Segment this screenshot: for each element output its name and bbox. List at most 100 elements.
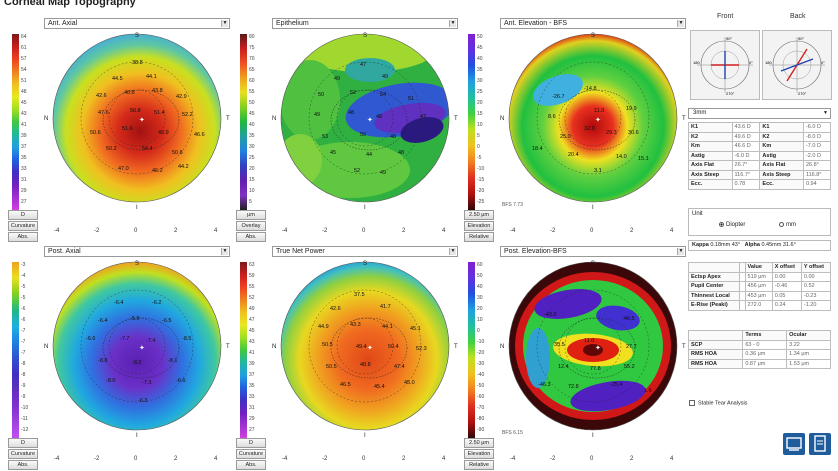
map-value-label: 45.1 bbox=[410, 326, 421, 332]
mode-button[interactable]: Curvature bbox=[8, 449, 38, 459]
scale-tick-label: 5 bbox=[477, 133, 480, 139]
svg-text:180: 180 bbox=[765, 60, 772, 65]
map-value-label: 3.1 bbox=[594, 168, 602, 174]
unit-button[interactable]: D bbox=[8, 210, 38, 220]
scale-button[interactable]: Abs. bbox=[236, 232, 266, 242]
topography-map[interactable]: ✦ S N T I 37.5 42.6 41.7 44.9 43.3 44.1 45.1 50.5 49.… bbox=[270, 258, 460, 438]
topography-map[interactable]: ✦ S N T I -26.7 -14.8 8.6 11.0 19.9 32.0 29.3 25.0 30… bbox=[498, 30, 688, 210]
axis-tick-label: 4 bbox=[214, 228, 218, 234]
scale-tick-label: -20 bbox=[477, 188, 485, 194]
axis-tick-label: -4 bbox=[510, 228, 516, 234]
map-value-label: 49 bbox=[334, 76, 340, 82]
topography-map[interactable]: ✦ S N T I 47 49 49 50 52 54 51 49 48 48 47 53 56 48 45 44 48 5… bbox=[270, 30, 460, 210]
map-value-label: -6.5 bbox=[162, 318, 171, 324]
cardinal-label: S bbox=[135, 33, 139, 39]
topography-map[interactable]: ✦ S N T I -6.4 -6.2 -6.4 -5.9 -6.5 -6.6 -7.7 -7.4 -8.… bbox=[42, 258, 232, 438]
map-value-label: 50.5 bbox=[322, 342, 333, 348]
map-value-label: 44 bbox=[366, 152, 372, 158]
unit-button[interactable]: D bbox=[236, 438, 266, 448]
scale-tick-label: 65 bbox=[249, 67, 255, 73]
map-value-label: -6.6 bbox=[176, 378, 185, 384]
map-button-column: D Curvature Abs. bbox=[8, 210, 38, 243]
axis-tick-label: 4 bbox=[670, 456, 674, 462]
back-eye-diagram[interactable]: 90° 270° 180 0° bbox=[762, 30, 832, 100]
unit-radio-diopter[interactable]: Diopter bbox=[719, 222, 745, 228]
svg-text:90°: 90° bbox=[798, 36, 804, 41]
map-value-label: 46.6 bbox=[194, 132, 205, 138]
stable-tear-checkbox[interactable]: Stable Tear Analysis bbox=[689, 400, 747, 406]
unit-label: Unit bbox=[692, 211, 703, 217]
map-type-select[interactable]: Ant. Axial ▼ bbox=[44, 18, 230, 29]
map-panel-ant-axial: 64 61 57 54 51 48 45 43 41 39 37 35 33 31 29 27 Ant. Axi… bbox=[6, 18, 232, 244]
axis-tick-label: 4 bbox=[442, 456, 446, 462]
screen-capture-icon[interactable] bbox=[783, 433, 805, 455]
topography-map[interactable]: ✦ S N T I -43.0 -46.5 35.5 11.0 27.7 12.4 77.8 55.2 7… bbox=[498, 258, 688, 438]
map-value-label: 47.4 bbox=[394, 364, 405, 370]
scale-tick-label: 59 bbox=[249, 273, 255, 279]
axis-tick-label: -4 bbox=[54, 228, 60, 234]
apex-marker-icon: ✦ bbox=[139, 344, 145, 352]
topography-map[interactable]: ✦ S N T I 38.8 44.5 44.1 42.6 40.8 43.8 42.9 47.6 56.… bbox=[42, 30, 232, 210]
row-value: 1.34 μm bbox=[786, 349, 831, 360]
map-type-select[interactable]: Post. Axial ▼ bbox=[44, 246, 230, 257]
scale-tick-label: 33 bbox=[249, 394, 255, 400]
map-axis-ticks: -4 -2 0 2 4 bbox=[274, 228, 460, 238]
unit-button[interactable]: D bbox=[8, 438, 38, 448]
front-eye-diagram[interactable]: 90° 270° 180 0° bbox=[690, 30, 760, 100]
map-value-label: 41.7 bbox=[380, 304, 391, 310]
thickness-table: Value X offset Y offset Ectsp Apex 519 μm 0.0… bbox=[688, 262, 832, 311]
row-value: -6.0 D bbox=[802, 122, 832, 133]
scale-tick-label: -3 bbox=[21, 262, 26, 268]
table-header bbox=[688, 262, 740, 273]
mode-button[interactable]: Elevation bbox=[464, 449, 494, 459]
scale-tick-label: 33 bbox=[21, 166, 27, 172]
stable-tear-label: Stable Tear Analysis bbox=[698, 400, 748, 407]
unit-button[interactable]: μm bbox=[236, 210, 266, 220]
axis-tick-label: -2 bbox=[550, 228, 556, 234]
map-value-label: 51.6 bbox=[122, 126, 133, 132]
mode-button[interactable]: Curvature bbox=[236, 449, 266, 459]
map-type-select[interactable]: True Net Power ▼ bbox=[272, 246, 458, 257]
zone-select[interactable]: 3mm ▼ bbox=[688, 108, 831, 119]
map-value-label: 49.9 bbox=[158, 130, 169, 136]
row-value: -0.23 bbox=[800, 290, 832, 301]
scale-button[interactable]: Relative bbox=[464, 232, 494, 242]
map-value-label: 52.2 bbox=[182, 112, 193, 118]
print-report-icon[interactable] bbox=[809, 433, 831, 455]
scale-button[interactable]: Abs. bbox=[8, 232, 38, 242]
map-value-label: 72.8 bbox=[568, 384, 579, 390]
row-value: 0.52 bbox=[800, 281, 832, 292]
apex-marker-icon: ✦ bbox=[367, 344, 373, 352]
mode-button[interactable]: Elevation bbox=[464, 221, 494, 231]
map-type-value: Ant. Axial bbox=[48, 20, 78, 27]
chevron-down-icon: ▼ bbox=[677, 248, 684, 255]
unit-radio-mm[interactable]: mm bbox=[779, 222, 796, 228]
unit-button[interactable]: 2.50 μm bbox=[464, 438, 494, 448]
scale-tick-label: 50 bbox=[477, 34, 483, 40]
cardinal-label: N bbox=[500, 344, 504, 350]
map-type-select[interactable]: Ant. Elevation - BFS ▼ bbox=[500, 18, 686, 29]
map-value-label: 27.7 bbox=[626, 344, 637, 350]
map-value-label: 54.4 bbox=[142, 146, 153, 152]
map-value-label: -7.3 bbox=[142, 380, 151, 386]
mode-button[interactable]: Curvature bbox=[8, 221, 38, 231]
row-value: -7.0 D bbox=[802, 141, 832, 152]
map-type-select[interactable]: Post. Elevation-BFS ▼ bbox=[500, 246, 686, 257]
map-type-value: Post. Elevation-BFS bbox=[504, 248, 567, 255]
scale-button[interactable]: Abs. bbox=[8, 460, 38, 470]
chevron-down-icon: ▼ bbox=[823, 110, 828, 116]
scale-button[interactable]: Relative bbox=[464, 460, 494, 470]
unit-button[interactable]: 2.50 μm bbox=[464, 210, 494, 220]
map-value-label: 48.8 bbox=[360, 362, 371, 368]
map-value-label: 48 bbox=[376, 114, 382, 120]
table-header: Terms bbox=[742, 330, 788, 341]
color-scale-bar bbox=[240, 34, 247, 210]
scale-tick-label: 63 bbox=[249, 262, 255, 268]
kappa-label: Kappa bbox=[692, 242, 709, 248]
scale-tick-label: 45 bbox=[21, 100, 27, 106]
row-key: RMS HOA bbox=[687, 358, 744, 369]
map-type-select[interactable]: Epithelium ▼ bbox=[272, 18, 458, 29]
scale-button[interactable]: Abs. bbox=[236, 460, 266, 470]
mode-button[interactable]: Overlay bbox=[236, 221, 266, 231]
cardinal-label: N bbox=[500, 116, 504, 122]
